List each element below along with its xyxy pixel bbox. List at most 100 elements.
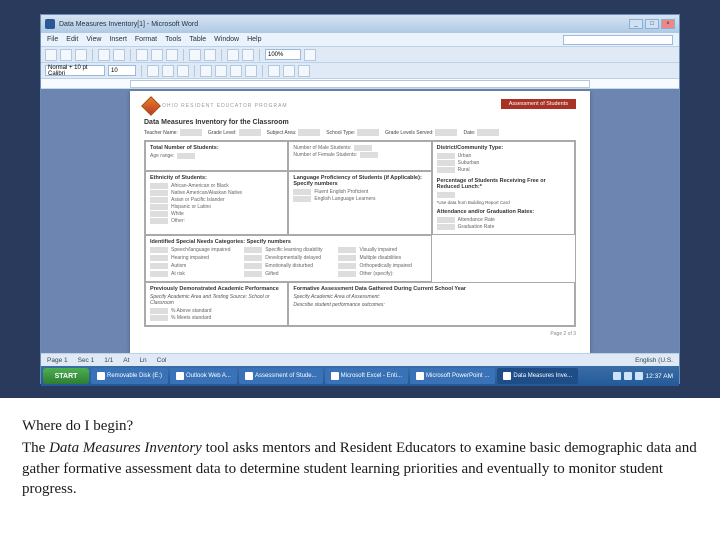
cut-button[interactable]	[136, 49, 148, 61]
lunch-input[interactable]	[437, 192, 455, 198]
underline-button[interactable]	[177, 65, 189, 77]
sp4-input[interactable]	[150, 255, 168, 261]
sp12-input[interactable]	[338, 271, 356, 277]
taskbar-item[interactable]: Assessment of Stude...	[239, 368, 323, 384]
tray-icon[interactable]	[624, 372, 632, 380]
table-button[interactable]	[227, 49, 239, 61]
copy-button[interactable]	[151, 49, 163, 61]
sp3-input[interactable]	[338, 247, 356, 253]
menu-window[interactable]: Window	[214, 36, 239, 43]
eth1-input[interactable]	[150, 183, 168, 189]
columns-button[interactable]	[242, 49, 254, 61]
taskbar-item[interactable]: Microsoft Excel - Enti...	[325, 368, 408, 384]
print-button[interactable]	[98, 49, 110, 61]
subject-input[interactable]	[298, 129, 320, 136]
open-button[interactable]	[60, 49, 72, 61]
female-label: Number of Female Students:	[293, 152, 357, 158]
menu-table[interactable]: Table	[189, 36, 206, 43]
eth6-input[interactable]	[150, 218, 168, 224]
zoom-selector[interactable]: 100%	[265, 49, 301, 60]
new-doc-button[interactable]	[45, 49, 57, 61]
female-input[interactable]	[360, 152, 378, 158]
eth3-input[interactable]	[150, 197, 168, 203]
menu-insert[interactable]: Insert	[109, 36, 127, 43]
maximize-button[interactable]: □	[645, 19, 659, 29]
lang2-input[interactable]	[293, 196, 311, 202]
minimize-button[interactable]: _	[629, 19, 643, 29]
urban-input[interactable]	[437, 153, 455, 159]
menu-edit[interactable]: Edit	[66, 36, 78, 43]
eth2-input[interactable]	[150, 190, 168, 196]
align-center-button[interactable]	[215, 65, 227, 77]
window-controls: _ □ ×	[629, 19, 675, 29]
align-left-button[interactable]	[200, 65, 212, 77]
eth5-input[interactable]	[150, 211, 168, 217]
taskbar-item-active[interactable]: Data Measures Inve...	[497, 368, 578, 384]
menu-help[interactable]: Help	[247, 36, 261, 43]
teacher-label: Teacher Name:	[144, 130, 178, 136]
help-button[interactable]	[304, 49, 316, 61]
indent-button[interactable]	[298, 65, 310, 77]
close-button[interactable]: ×	[661, 19, 675, 29]
help-search-input[interactable]	[563, 35, 673, 45]
ruler-scale[interactable]	[130, 80, 590, 88]
undo-button[interactable]	[189, 49, 201, 61]
tray-icon[interactable]	[613, 372, 621, 380]
preview-button[interactable]	[113, 49, 125, 61]
style-font-selector[interactable]: Normal + 10 pt Calibri	[45, 65, 105, 76]
save-button[interactable]	[75, 49, 87, 61]
font-size-selector[interactable]: 10	[108, 65, 136, 76]
district-heading: District/Community Type:	[437, 145, 570, 151]
menu-tools[interactable]: Tools	[165, 36, 181, 43]
taskbar-item-label: Data Measures Inve...	[513, 373, 572, 379]
bullets-button[interactable]	[268, 65, 280, 77]
graduation-rate-input[interactable]	[437, 224, 455, 230]
taskbar-item[interactable]: Removable Disk (E:)	[91, 368, 168, 384]
suburban-input[interactable]	[437, 160, 455, 166]
system-tray: 12:37 AM	[609, 372, 677, 380]
sp5-input[interactable]	[244, 255, 262, 261]
italic-button[interactable]	[162, 65, 174, 77]
sp1-label: Speech/language impaired	[171, 247, 231, 253]
tray-icon[interactable]	[635, 372, 643, 380]
rural-input[interactable]	[437, 167, 455, 173]
date-input[interactable]	[477, 129, 499, 136]
status-pages: 1/1	[104, 357, 113, 364]
cell-total-students: Total Number of Students: Age range:	[145, 141, 288, 171]
numbering-button[interactable]	[283, 65, 295, 77]
taskbar-item[interactable]: Microsoft PowerPoint ...	[410, 368, 495, 384]
word-app-icon	[45, 19, 55, 29]
pv1-input[interactable]	[150, 308, 168, 314]
grade-input[interactable]	[239, 129, 261, 136]
bold-button[interactable]	[147, 65, 159, 77]
sp12-label: Other (specify):	[359, 271, 393, 277]
schooltype-input[interactable]	[357, 129, 379, 136]
sp4-label: Hearing impaired	[171, 255, 209, 261]
align-right-button[interactable]	[230, 65, 242, 77]
sp7-input[interactable]	[150, 263, 168, 269]
sp1-input[interactable]	[150, 247, 168, 253]
lang1-input[interactable]	[293, 189, 311, 195]
eth4-input[interactable]	[150, 204, 168, 210]
sp8-input[interactable]	[244, 263, 262, 269]
gradesserved-input[interactable]	[435, 129, 457, 136]
sp2-input[interactable]	[244, 247, 262, 253]
attendance-rate-input[interactable]	[437, 217, 455, 223]
menu-file[interactable]: File	[47, 36, 58, 43]
taskbar-item[interactable]: Outlook Web A...	[170, 368, 237, 384]
age-range-input[interactable]	[177, 153, 195, 159]
sp6-input[interactable]	[338, 255, 356, 261]
sp9-input[interactable]	[338, 263, 356, 269]
sp10-input[interactable]	[150, 271, 168, 277]
paste-button[interactable]	[166, 49, 178, 61]
redo-button[interactable]	[204, 49, 216, 61]
menu-view[interactable]: View	[86, 36, 101, 43]
sp11-input[interactable]	[244, 271, 262, 277]
menu-format[interactable]: Format	[135, 36, 157, 43]
program-name: OHIO RESIDENT EDUCATOR PROGRAM	[162, 103, 288, 109]
justify-button[interactable]	[245, 65, 257, 77]
start-button[interactable]: START	[43, 368, 89, 384]
male-input[interactable]	[354, 145, 372, 151]
teacher-input[interactable]	[180, 129, 202, 136]
pv2-input[interactable]	[150, 315, 168, 321]
